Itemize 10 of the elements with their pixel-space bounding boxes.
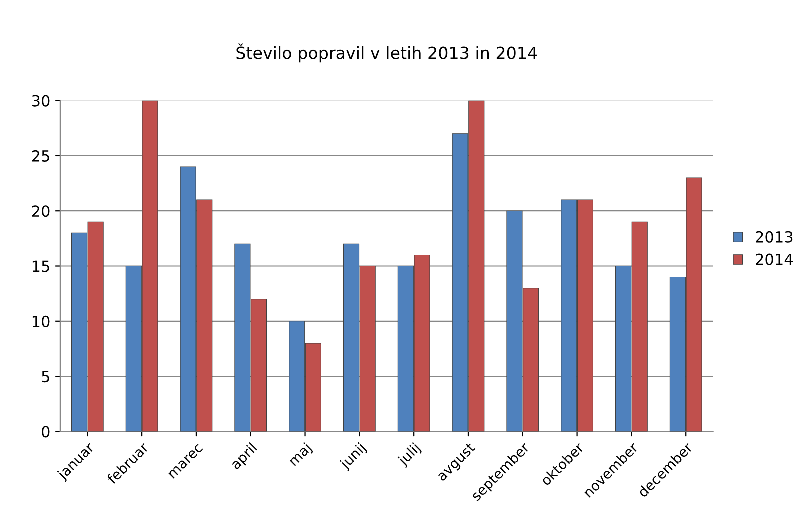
legend-label: 2014: [756, 254, 793, 266]
y-tick-label: 15: [32, 260, 50, 272]
y-tick-label: 30: [32, 95, 50, 107]
legend-label: 2013: [756, 231, 793, 243]
y-tick-label: 10: [32, 316, 50, 328]
y-tick-label: 0: [42, 426, 50, 438]
y-tick-label: 20: [32, 206, 50, 218]
y-tick-label: 5: [42, 371, 50, 383]
chart-title: Število popravil v letih 2013 in 2014: [236, 44, 538, 63]
y-tick-label: 25: [32, 150, 50, 162]
